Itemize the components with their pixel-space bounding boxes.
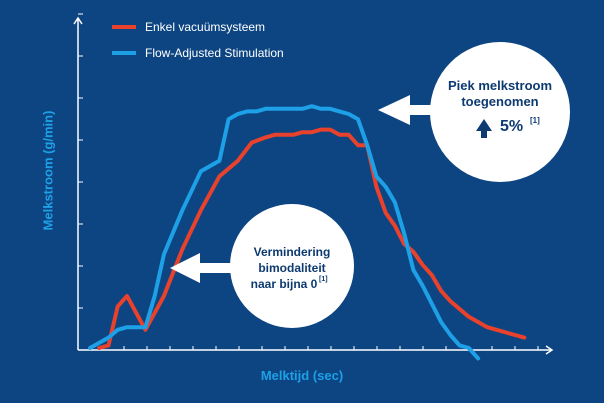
series-line-enkel	[97, 127, 527, 350]
annotation-text: naar bijna 0	[251, 277, 318, 291]
y-axis-label: Melkstroom (g/min)	[40, 110, 56, 231]
arrow-left-icon	[170, 253, 236, 283]
annotation-text: toegenomen	[461, 94, 538, 109]
annotation-text: Vermindering	[254, 245, 331, 259]
annotation-footnote: [1]	[319, 276, 328, 283]
x-axis-arrow-icon	[545, 345, 554, 355]
legend: Enkel vacuümsysteem Flow-Adjusted Stimul…	[112, 20, 284, 60]
annotation-text: Piek melkstroom	[448, 78, 552, 93]
annotation-footnote: [1]	[530, 116, 540, 125]
arrow-up-icon	[476, 119, 492, 138]
annotation-bubble	[230, 204, 354, 328]
annotation-value: 5%	[500, 118, 523, 135]
series-line-fas	[88, 104, 481, 361]
annotation-bubble	[430, 42, 570, 182]
annotation-peak: Piek melkstroom toegenomen 5% [1]	[378, 42, 570, 182]
annotation-text: bimodaliteit	[258, 261, 325, 275]
arrow-left-icon	[378, 95, 433, 125]
x-axis-label: Melktijd (sec)	[260, 368, 344, 383]
annotation-bimodal: Vermindering bimodaliteit naar bijna 0 […	[170, 204, 354, 328]
y-axis-arrow-icon	[73, 16, 83, 25]
series-lines	[88, 104, 527, 361]
legend-label-enkel: Enkel vacuümsysteem	[145, 20, 265, 34]
legend-label-fas: Flow-Adjusted Stimulation	[145, 46, 284, 60]
